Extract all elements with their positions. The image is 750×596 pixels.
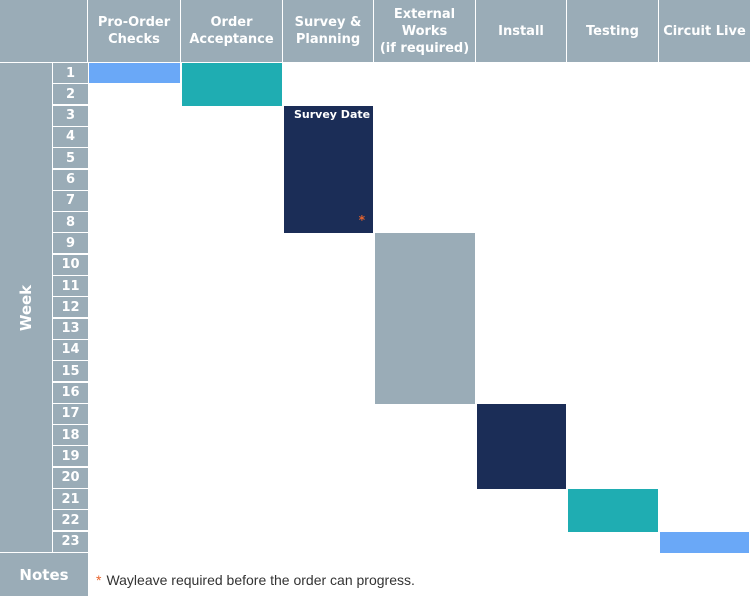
week-axis-label: Week: [0, 63, 52, 552]
week-number: 13: [53, 318, 88, 339]
task-bar-2: Survey Date *: [284, 105, 373, 234]
week-number: 3: [53, 105, 88, 126]
week-number: 14: [53, 339, 88, 360]
week-number: 23: [53, 531, 88, 552]
week-number: 19: [53, 446, 88, 467]
week-number: 8: [53, 212, 88, 233]
week-number: 16: [53, 382, 88, 403]
week-number: 2: [53, 84, 88, 105]
week-number: 15: [53, 361, 88, 382]
week-number: 6: [53, 169, 88, 190]
task-bar-0: [89, 63, 180, 83]
task-bar-marker: *: [358, 213, 365, 228]
task-bar-6: [660, 531, 749, 553]
task-bar-4: [477, 403, 566, 489]
week-number: 5: [53, 148, 88, 169]
column-header-2: Survey & Planning: [283, 0, 374, 62]
week-axis-label-text: Week: [17, 284, 35, 331]
note-text: * Wayleave required before the order can …: [96, 572, 415, 588]
column-header-4: Install: [476, 0, 567, 62]
week-number: 9: [53, 233, 88, 254]
note-marker: *: [96, 572, 102, 588]
task-bar-3: [375, 233, 475, 404]
week-number: 10: [53, 254, 88, 275]
week-number: 12: [53, 297, 88, 318]
task-bar-1: [182, 63, 282, 106]
note-body: Wayleave required before the order can p…: [106, 572, 415, 588]
week-number: 22: [53, 510, 88, 531]
column-header-3: External Works (if required): [374, 0, 476, 62]
column-header-0: Pro-Order Checks: [88, 0, 181, 62]
header-corner: [0, 0, 88, 62]
week-number: 4: [53, 126, 88, 147]
column-header-1: Order Acceptance: [181, 0, 283, 62]
week-number: 11: [53, 276, 88, 296]
week-number: 20: [53, 467, 88, 488]
week-axis-band: [0, 63, 52, 552]
column-header-6: Circuit Live: [659, 0, 750, 62]
task-bar-label: Survey Date: [294, 107, 371, 121]
week-number: 1: [53, 63, 88, 83]
column-header-5: Testing: [567, 0, 659, 62]
task-bar-5: [568, 489, 658, 532]
week-number: 7: [53, 190, 88, 211]
notes-label: Notes: [0, 553, 88, 596]
week-number: 17: [53, 403, 88, 424]
week-number: 18: [53, 425, 88, 446]
week-number: 21: [53, 489, 88, 509]
